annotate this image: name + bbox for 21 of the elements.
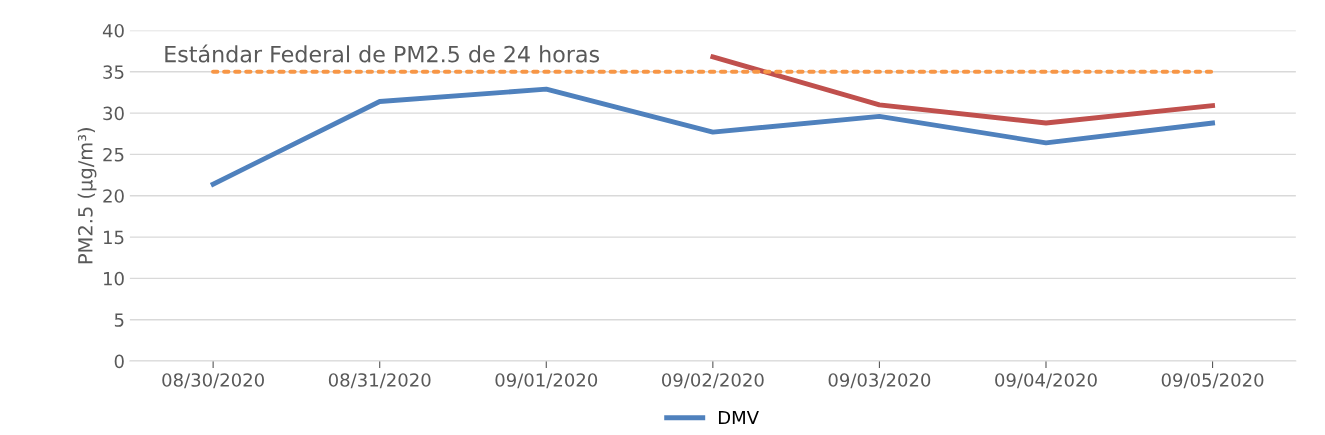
y-tick-label: 15 <box>104 230 124 245</box>
x-tick-label: 09/04/2020 <box>995 373 1097 389</box>
x-tick-label: 08/31/2020 <box>328 373 431 389</box>
y-tick-label: 35 <box>103 65 124 79</box>
legend-label: DMV <box>718 410 759 425</box>
y-tick-label: 20 <box>103 189 124 203</box>
y-tick-label: 40 <box>102 23 124 38</box>
ref-line-label: Estándar Federal de PM2.5 de 24 horas <box>165 44 600 63</box>
y-tick-label: 25 <box>103 147 124 162</box>
x-tick-label: 09/02/2020 <box>662 373 764 389</box>
y-tick-label: 30 <box>103 106 124 121</box>
y-tick-label: 5 <box>114 313 124 327</box>
y-tick-label: 10 <box>104 271 124 286</box>
y-axis-title: PM2.5 (µg/m³) <box>77 128 97 264</box>
line-series <box>210 86 1215 187</box>
y-tick-label: 0 <box>114 354 124 369</box>
x-tick-label: 09/05/2020 <box>1161 373 1264 389</box>
x-tick-label: 09/03/2020 <box>828 373 931 389</box>
x-tick-label: 09/01/2020 <box>495 373 598 389</box>
x-tick-label: 08/30/2020 <box>162 373 264 389</box>
line-series <box>710 54 1215 126</box>
